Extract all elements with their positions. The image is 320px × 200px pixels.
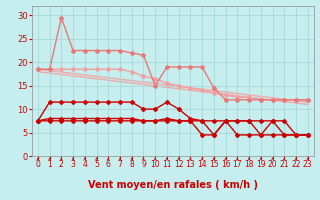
X-axis label: Vent moyen/en rafales ( km/h ): Vent moyen/en rafales ( km/h ) (88, 180, 258, 190)
